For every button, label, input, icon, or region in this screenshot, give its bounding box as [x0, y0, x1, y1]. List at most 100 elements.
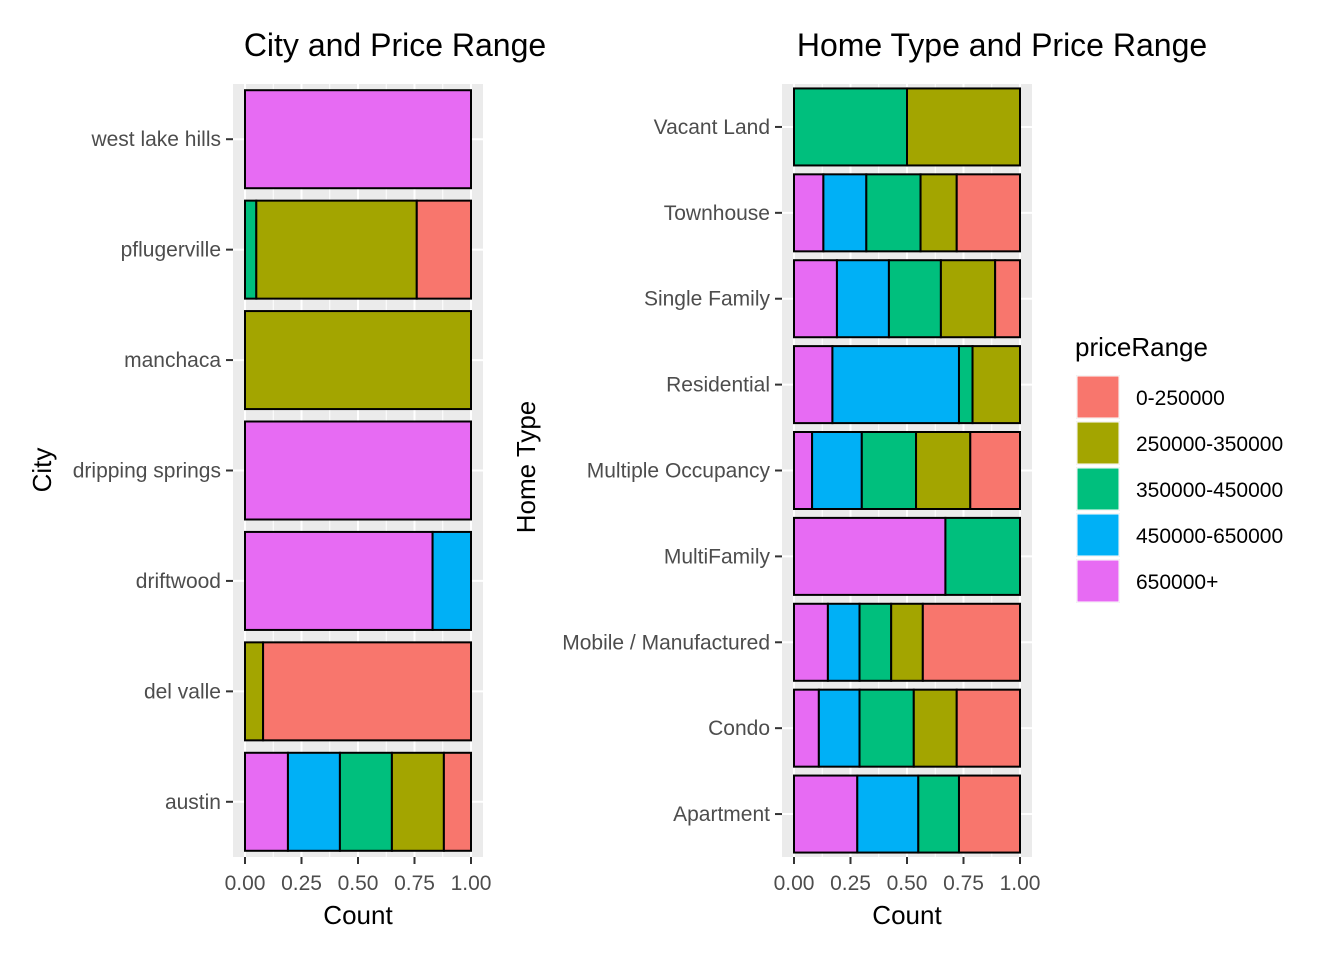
home-type-x-tick-label: 0.50: [887, 872, 928, 895]
home-type-chart-bars: [793, 87, 1022, 854]
legend-items: 0-250000 250000-350000 350000-450000 450000…: [1076, 375, 1283, 603]
city-bar-pflugerville-250000-350000: [255, 199, 418, 300]
home-type-bar-vacant-land-350000-450000: [793, 87, 908, 167]
city-y-tick-label: west lake hills: [90, 128, 221, 151]
legend-swatch-350000-450000: [1076, 467, 1120, 511]
home-type-bar-multiple-occupancy-650000: [793, 431, 814, 510]
city-y-tick-label: manchaca: [124, 349, 221, 372]
home-type-x-tick-label: 0.25: [830, 872, 871, 895]
home-type-chart-title: Home Type and Price Range: [797, 27, 1207, 63]
legend-swatch-650000: [1076, 559, 1120, 603]
home-type-bar-mobile-manufactured-450000-650000: [826, 602, 861, 682]
home-type-bar-townhouse-450000-650000: [822, 173, 868, 253]
city-x-tick-label: 1.00: [451, 872, 492, 895]
city-bar-austin-0-250000: [442, 751, 473, 852]
home-type-y-tick-label: Apartment: [673, 803, 770, 826]
city-y-tick-label: dripping springs: [73, 460, 221, 483]
city-bar-austin-250000-350000: [390, 751, 445, 852]
legend-label-650000: 650000+: [1136, 571, 1218, 594]
home-type-chart-x-axis-title: Count: [872, 900, 942, 930]
home-type-bar-multifamily-650000: [793, 516, 947, 596]
home-type-y-tick-label: Mobile / Manufactured: [562, 631, 770, 654]
city-y-tick-label: driftwood: [136, 570, 221, 593]
city-bar-del-valle-250000-350000: [244, 641, 265, 742]
legend-swatch-250000-350000: [1076, 421, 1120, 465]
home-type-bar-multiple-occupancy-250000-350000: [915, 431, 972, 510]
legend: priceRange 0-250000 250000-350000 350000-4…: [1075, 332, 1283, 603]
home-type-y-tick-label: Residential: [666, 374, 770, 397]
home-type-bar-residential-650000: [793, 345, 834, 425]
city-bar-austin-650000: [244, 751, 289, 852]
city-chart-x-ticks: 0.00 0.25 0.50 0.75 1.00: [225, 857, 492, 895]
city-bar-del-valle-0-250000: [262, 641, 472, 742]
city-x-tick-label: 0.25: [281, 872, 322, 895]
legend-swatch-450000-650000: [1076, 513, 1120, 557]
home-type-chart-y-axis-title: Home Type: [511, 401, 541, 533]
home-type-bar-multiple-occupancy-0-250000: [969, 431, 1022, 510]
home-type-y-tick-label: Single Family: [644, 288, 771, 311]
city-price-chart: austin del valle driftwood dripping springs…: [27, 27, 546, 930]
city-bar-dripping-springs-650000: [244, 420, 472, 521]
home-type-bar-single-family-450000-650000: [835, 259, 890, 339]
home-type-x-tick-label: 0.00: [774, 872, 815, 895]
legend-label-0-250000: 0-250000: [1136, 387, 1225, 410]
home-type-bar-single-family-250000-350000: [939, 259, 997, 339]
city-bar-west-lake-hills-650000: [244, 89, 472, 190]
home-type-bar-residential-250000-350000: [971, 345, 1021, 425]
home-type-bar-residential-350000-450000: [957, 345, 974, 425]
home-type-bar-mobile-manufactured-350000-450000: [858, 602, 893, 682]
home-type-bar-multiple-occupancy-450000-650000: [811, 431, 863, 510]
home-type-bar-townhouse-350000-450000: [865, 173, 922, 253]
legend-label-250000-350000: 250000-350000: [1136, 433, 1283, 456]
home-type-bar-multiple-occupancy-350000-450000: [860, 431, 918, 510]
home-type-bar-mobile-manufactured-0-250000: [921, 602, 1022, 682]
home-type-bar-townhouse-0-250000: [955, 173, 1021, 253]
city-x-tick-label: 0.75: [394, 872, 435, 895]
home-type-bar-condo-350000-450000: [858, 688, 915, 768]
home-type-chart-x-ticks: 0.00 0.25 0.50 0.75 1.00: [774, 857, 1041, 895]
city-chart-y-ticks: austin del valle driftwood dripping springs…: [73, 128, 233, 814]
home-type-bar-apartment-350000-450000: [917, 774, 960, 854]
home-type-bar-condo-650000: [793, 688, 820, 768]
city-y-tick-label: del valle: [144, 680, 221, 703]
city-bar-manchaca-250000-350000: [244, 310, 472, 411]
city-x-tick-label: 0.50: [338, 872, 379, 895]
home-type-bar-apartment-0-250000: [957, 774, 1021, 854]
home-type-bar-single-family-0-250000: [994, 259, 1022, 339]
home-type-y-tick-label: MultiFamily: [664, 545, 771, 568]
home-type-bar-multifamily-350000-450000: [944, 516, 1021, 596]
home-type-bar-condo-250000-350000: [912, 688, 958, 768]
home-type-y-tick-label: Condo: [708, 717, 770, 740]
city-y-tick-label: austin: [165, 791, 221, 814]
city-bar-driftwood-650000: [244, 530, 434, 631]
home-type-price-chart: Apartment Condo Mobile / Manufactured Multi…: [511, 27, 1207, 930]
home-type-bar-condo-450000-650000: [817, 688, 861, 768]
legend-label-350000-450000: 350000-450000: [1136, 479, 1283, 502]
home-type-chart-y-ticks: Apartment Condo Mobile / Manufactured Multi…: [562, 116, 782, 826]
home-type-y-tick-label: Townhouse: [664, 202, 770, 225]
home-type-y-tick-label: Multiple Occupancy: [587, 460, 771, 483]
city-bar-austin-450000-650000: [286, 751, 341, 852]
home-type-bar-mobile-manufactured-250000-350000: [890, 602, 924, 682]
city-x-tick-label: 0.00: [225, 872, 266, 895]
city-chart-bars: [244, 89, 473, 852]
home-type-x-tick-label: 1.00: [1000, 872, 1041, 895]
home-type-y-tick-label: Vacant Land: [654, 116, 770, 139]
legend-label-450000-650000: 450000-650000: [1136, 525, 1283, 548]
city-bar-pflugerville-350000-450000: [244, 199, 258, 300]
home-type-bar-vacant-land-250000-350000: [906, 87, 1021, 167]
legend-title: priceRange: [1075, 332, 1208, 362]
home-type-bar-apartment-450000-650000: [856, 774, 920, 854]
city-chart-y-axis-title: City: [27, 448, 57, 493]
city-bar-pflugerville-0-250000: [415, 199, 473, 300]
legend-swatch-0-250000: [1076, 375, 1120, 419]
home-type-bar-single-family-350000-450000: [887, 259, 942, 339]
city-bar-driftwood-450000-650000: [431, 530, 472, 631]
home-type-bar-single-family-650000: [793, 259, 838, 339]
home-type-bar-condo-0-250000: [955, 688, 1021, 768]
home-type-x-tick-label: 0.75: [943, 872, 984, 895]
city-y-tick-label: pflugerville: [121, 239, 221, 262]
home-type-bar-apartment-650000: [793, 774, 859, 854]
